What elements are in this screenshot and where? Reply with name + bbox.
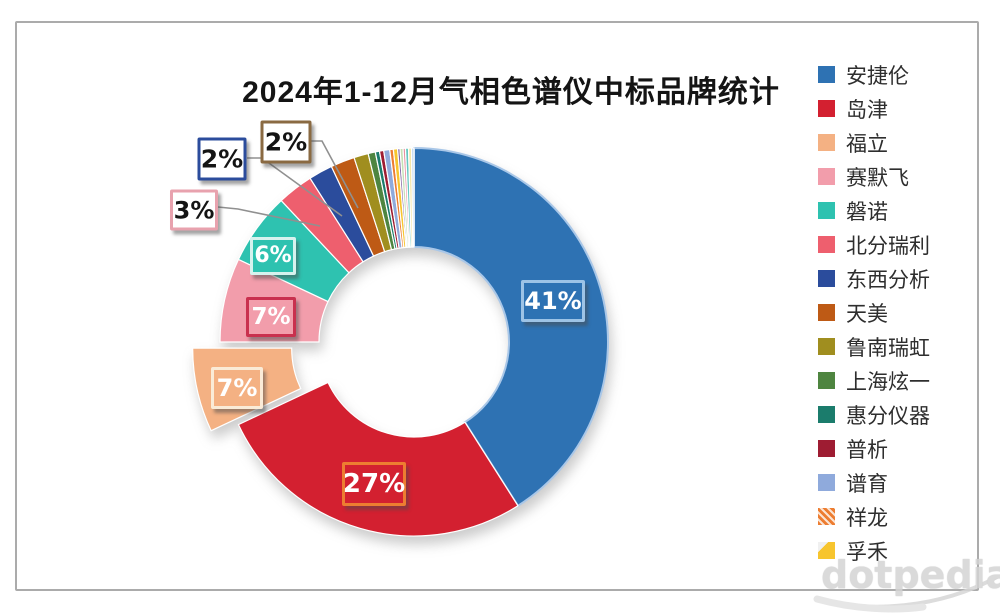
legend-label: 磐诺: [846, 199, 888, 224]
legend-item-鲁南瑞虹: 鲁南瑞虹: [818, 336, 930, 360]
legend-swatch-祥龙: [818, 508, 835, 525]
legend-swatch-北分瑞利: [818, 236, 835, 253]
legend-swatch-福立: [818, 134, 835, 151]
legend-item-安捷伦: 安捷伦: [818, 64, 930, 88]
legend-swatch-安捷伦: [818, 66, 835, 83]
legend-item-孚禾: 孚禾: [818, 540, 930, 564]
legend-label: 上海炫一: [846, 369, 930, 394]
legend: 安捷伦岛津福立赛默飞磐诺北分瑞利东西分析天美鲁南瑞虹上海炫一惠分仪器普析谱育祥龙…: [818, 64, 930, 564]
legend-label: 东西分析: [846, 267, 930, 292]
legend-swatch-岛津: [818, 100, 835, 117]
legend-label: 鲁南瑞虹: [846, 335, 930, 360]
legend-swatch-谱育: [818, 474, 835, 491]
legend-swatch-普析: [818, 440, 835, 457]
legend-item-祥龙: 祥龙: [818, 506, 930, 530]
legend-item-普析: 普析: [818, 438, 930, 462]
legend-label: 孚禾: [846, 539, 888, 564]
legend-swatch-惠分仪器: [818, 406, 835, 423]
legend-swatch-天美: [818, 304, 835, 321]
legend-label: 天美: [846, 301, 888, 326]
legend-label: 赛默飞: [846, 165, 909, 190]
legend-label: 福立: [846, 131, 888, 156]
legend-label: 谱育: [846, 471, 888, 496]
legend-swatch-磐诺: [818, 202, 835, 219]
legend-item-磐诺: 磐诺: [818, 200, 930, 224]
legend-swatch-赛默飞: [818, 168, 835, 185]
legend-item-天美: 天美: [818, 302, 930, 326]
legend-swatch-鲁南瑞虹: [818, 338, 835, 355]
legend-item-东西分析: 东西分析: [818, 268, 930, 292]
legend-label: 岛津: [846, 97, 888, 122]
legend-item-惠分仪器: 惠分仪器: [818, 404, 930, 428]
chart-title: 2024年1-12月气相色谱仪中标品牌统计: [242, 76, 780, 109]
legend-label: 北分瑞利: [846, 233, 930, 258]
legend-label: 惠分仪器: [846, 403, 930, 428]
legend-label: 安捷伦: [846, 63, 909, 88]
legend-label: 普析: [846, 437, 888, 462]
legend-item-赛默飞: 赛默飞: [818, 166, 930, 190]
legend-item-岛津: 岛津: [818, 98, 930, 122]
legend-item-上海炫一: 上海炫一: [818, 370, 930, 394]
legend-item-福立: 福立: [818, 132, 930, 156]
legend-swatch-东西分析: [818, 270, 835, 287]
legend-item-北分瑞利: 北分瑞利: [818, 234, 930, 258]
legend-item-谱育: 谱育: [818, 472, 930, 496]
legend-swatch-上海炫一: [818, 372, 835, 389]
legend-swatch-孚禾: [818, 542, 835, 559]
legend-label: 祥龙: [846, 505, 888, 530]
